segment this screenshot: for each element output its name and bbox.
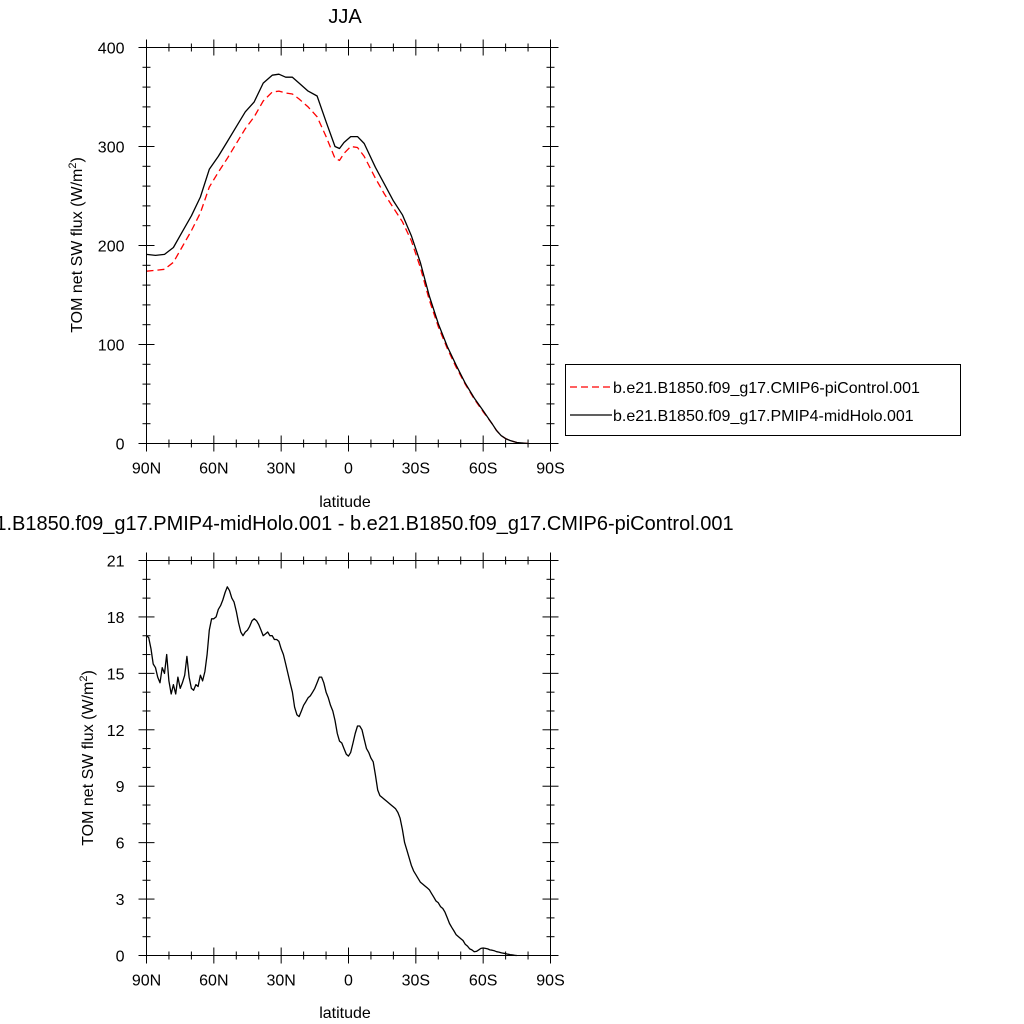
panel-2-x-axis-label: latitude — [319, 1005, 371, 1022]
y-label-superscript: 2 — [78, 676, 90, 682]
panel-1-y-axis-label: TOM net SW flux (W/m2) — [67, 157, 86, 333]
y-tick-label: 3 — [116, 892, 125, 909]
y-label-close: ) — [69, 157, 86, 162]
panel-1-minor-ticks — [142, 43, 555, 448]
y-tick-label: 100 — [98, 338, 125, 355]
x-tick-label: 30S — [402, 461, 430, 478]
series-line-difference — [146, 586, 517, 957]
legend-label-midholo: b.e21.B1850.f09_g17.PMIP4-midHolo.001 — [613, 408, 914, 425]
panel-1-series — [146, 73, 529, 445]
panel-1-frame — [146, 47, 551, 444]
x-tick-label: 60N — [199, 973, 228, 990]
panel-2-y-axis-label: TOM net SW flux (W/m2) — [78, 670, 97, 846]
y-tick-label: 21 — [107, 554, 125, 571]
panel-1-x-ticks: 90N 60N 30N 0 30S 60S 90S — [132, 39, 565, 478]
panel-2-y-ticks: 0 3 6 9 12 15 18 21 — [107, 554, 559, 966]
x-tick-label: 90S — [536, 973, 564, 990]
x-tick-label: 0 — [344, 461, 353, 478]
y-tick-label: 0 — [116, 437, 125, 454]
x-tick-label: 90N — [132, 973, 161, 990]
panel-2-minor-ticks — [142, 556, 555, 960]
series-line-midholo — [146, 73, 529, 445]
panel-2-frame — [146, 560, 551, 956]
x-tick-label: 30N — [266, 461, 295, 478]
x-tick-label: 30S — [402, 973, 430, 990]
y-tick-label: 15 — [107, 666, 125, 683]
legend: b.e21.B1850.f09_g17.CMIP6-piControl.001 … — [565, 364, 961, 436]
panel-1-y-ticks: 0 100 200 300 400 — [98, 41, 559, 454]
y-tick-label: 6 — [116, 836, 125, 853]
panel-2-series — [146, 586, 517, 957]
x-tick-label: 60S — [469, 461, 497, 478]
y-tick-label: 18 — [107, 610, 125, 627]
y-label-close: ) — [80, 670, 97, 675]
y-tick-label: 9 — [116, 779, 125, 796]
panel-2-x-ticks: 90N 60N 30N 0 30S 60S 90S — [132, 552, 565, 990]
panel-2-chart: b.e21.B1850.f09_g17.PMIP4-midHolo.001 - … — [0, 513, 734, 1022]
y-tick-label: 200 — [98, 239, 125, 256]
series-line-picontrol — [146, 90, 529, 445]
y-label-main: TOM net SW flux (W/m — [80, 682, 97, 846]
y-label-main: TOM net SW flux (W/m — [69, 169, 86, 333]
legend-box — [565, 364, 961, 436]
panel-1-chart: JJA 90N 60N 30N 0 30S 60S 90S 0 100 200 300 400 la… — [67, 6, 961, 511]
x-tick-label: 90N — [132, 461, 161, 478]
x-tick-label: 60S — [469, 973, 497, 990]
x-tick-label: 0 — [344, 973, 353, 990]
x-tick-label: 60N — [199, 461, 228, 478]
panel-1-x-axis-label: latitude — [319, 494, 371, 511]
y-label-superscript: 2 — [67, 163, 79, 169]
legend-label-picontrol: b.e21.B1850.f09_g17.CMIP6-piControl.001 — [613, 380, 920, 397]
x-tick-label: 90S — [536, 461, 564, 478]
panel-2-title: b.e21.B1850.f09_g17.PMIP4-midHolo.001 - … — [0, 513, 734, 535]
y-tick-label: 12 — [107, 723, 125, 740]
y-tick-label: 300 — [98, 140, 125, 157]
y-tick-label: 0 — [116, 949, 125, 966]
y-tick-label: 400 — [98, 41, 125, 58]
x-tick-label: 30N — [266, 973, 295, 990]
panel-1-title: JJA — [328, 6, 362, 28]
